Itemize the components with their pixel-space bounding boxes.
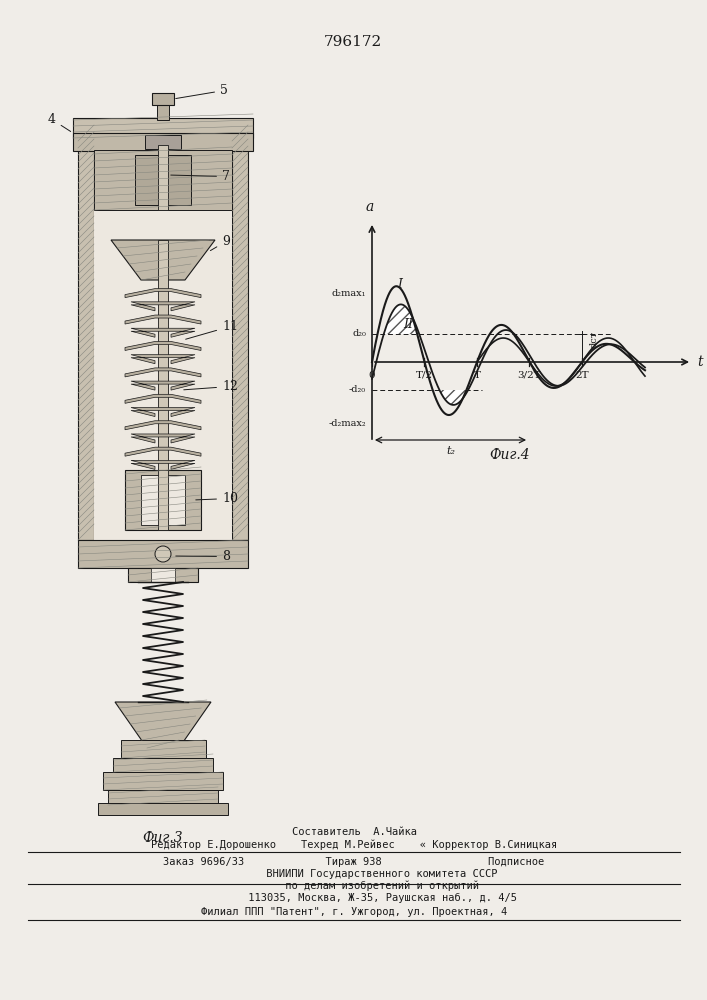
Text: 113035, Москва, Ж-35, Раушская наб., д. 4/5: 113035, Москва, Ж-35, Раушская наб., д. … xyxy=(192,893,517,903)
Text: d₂max₁: d₂max₁ xyxy=(332,290,366,298)
Bar xyxy=(135,155,191,205)
Text: 5: 5 xyxy=(176,84,228,99)
Polygon shape xyxy=(125,368,201,377)
Bar xyxy=(94,150,232,210)
Bar xyxy=(98,803,228,815)
Bar xyxy=(151,568,175,582)
Text: 11: 11 xyxy=(186,320,238,339)
Bar xyxy=(128,568,198,582)
Bar xyxy=(158,470,168,530)
Bar xyxy=(78,138,94,540)
Polygon shape xyxy=(125,341,201,350)
Polygon shape xyxy=(125,447,201,456)
Text: 9: 9 xyxy=(211,235,230,251)
Text: 10: 10 xyxy=(196,492,238,505)
Polygon shape xyxy=(131,460,195,469)
Text: Фиг.4: Фиг.4 xyxy=(490,448,530,462)
Text: 796172: 796172 xyxy=(324,35,382,49)
Polygon shape xyxy=(125,289,201,298)
Text: 3/2T: 3/2T xyxy=(517,371,541,380)
Bar xyxy=(73,118,253,138)
Text: -d₂max₂: -d₂max₂ xyxy=(328,420,366,428)
Text: 4: 4 xyxy=(48,113,71,131)
Polygon shape xyxy=(131,434,195,443)
Text: II: II xyxy=(404,318,414,331)
Text: Филиал ППП "Патент", г. Ужгород, ул. Проектная, 4: Филиал ППП "Патент", г. Ужгород, ул. Про… xyxy=(201,907,507,917)
Text: a: a xyxy=(366,200,374,214)
Text: Фиг.3: Фиг.3 xyxy=(143,831,183,845)
Bar xyxy=(141,475,185,525)
Text: 7: 7 xyxy=(171,170,230,183)
Bar xyxy=(121,740,206,758)
Text: 2T: 2T xyxy=(575,371,589,380)
Bar xyxy=(158,145,168,210)
Bar xyxy=(145,135,181,149)
Polygon shape xyxy=(125,394,201,403)
Text: Заказ 9696/33             Тираж 938                 Подписное: Заказ 9696/33 Тираж 938 Подписное xyxy=(163,857,544,867)
Polygon shape xyxy=(131,381,195,390)
Bar xyxy=(73,133,253,151)
Polygon shape xyxy=(115,702,211,748)
Bar xyxy=(108,790,218,805)
Polygon shape xyxy=(125,421,201,430)
Bar xyxy=(158,240,168,470)
Text: I: I xyxy=(397,278,402,291)
Bar xyxy=(78,540,248,568)
Polygon shape xyxy=(131,408,195,417)
Text: ВНИИПИ Государственного комитета СССР: ВНИИПИ Государственного комитета СССР xyxy=(210,869,498,879)
Text: Составитель  А.Чайка: Составитель А.Чайка xyxy=(291,827,416,837)
Polygon shape xyxy=(131,302,195,311)
Text: t: t xyxy=(697,355,703,369)
Text: t₂: t₂ xyxy=(446,446,455,456)
Text: 8: 8 xyxy=(176,550,230,563)
Text: по делам изобретений и открытий: по делам изобретений и открытий xyxy=(229,881,479,891)
Text: 0: 0 xyxy=(368,371,375,380)
Bar xyxy=(232,138,248,540)
Polygon shape xyxy=(111,240,215,280)
Polygon shape xyxy=(125,315,201,324)
Bar xyxy=(94,138,232,540)
Polygon shape xyxy=(131,355,195,364)
Bar xyxy=(103,772,223,790)
Text: Редактор Е.Дорошенко    Техред М.Рейвес    « Корректор В.Синицкая: Редактор Е.Дорошенко Техред М.Рейвес « К… xyxy=(151,840,557,850)
Text: 12: 12 xyxy=(184,380,238,393)
Bar xyxy=(113,758,213,772)
Text: T/2: T/2 xyxy=(416,371,433,380)
Bar xyxy=(157,95,169,120)
Text: -d₂₀: -d₂₀ xyxy=(349,385,366,394)
Text: T: T xyxy=(474,371,481,380)
Bar xyxy=(152,93,174,105)
Text: d₂₀: d₂₀ xyxy=(352,330,366,338)
Text: dст: dст xyxy=(590,331,599,348)
Bar xyxy=(125,470,201,530)
Circle shape xyxy=(155,546,171,562)
Polygon shape xyxy=(131,328,195,337)
